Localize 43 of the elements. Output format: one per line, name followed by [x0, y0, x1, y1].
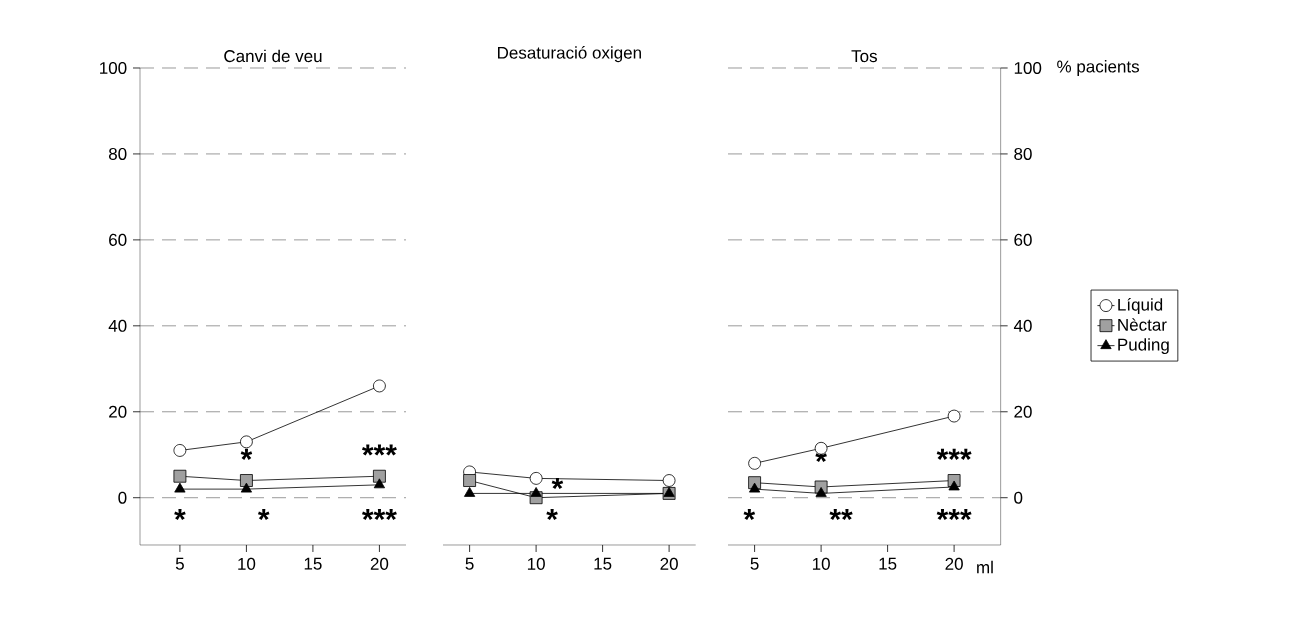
y-tick-label: 100: [1014, 61, 1042, 75]
y-tick-label: 80: [1014, 147, 1032, 160]
y-tick-label: 60: [1014, 233, 1032, 246]
y-axis-title: % pacients: [1057, 60, 1140, 76]
annotation: *: [174, 508, 186, 521]
x-tick-label: 20: [370, 557, 389, 570]
x-tick-label: 20: [660, 557, 678, 570]
y-tick-label: 40: [1013, 319, 1032, 332]
y-tick-label: 40: [108, 319, 127, 332]
annotation: **: [829, 508, 853, 521]
chart-title: Tos: [851, 50, 877, 63]
legend-label: Líquid: [1118, 298, 1163, 315]
y-tick-label: 0: [118, 491, 127, 504]
x-tick-label: 15: [594, 557, 612, 570]
annotation: *: [257, 508, 270, 521]
x-tick-label: 10: [238, 557, 256, 570]
x-axis-title: ml: [977, 560, 993, 574]
y-tick-label: 20: [1014, 405, 1032, 418]
x-tick-label: 10: [527, 557, 545, 570]
annotation: ***: [361, 508, 397, 521]
annotation: ***: [936, 448, 972, 460]
annotation: *: [551, 477, 564, 490]
y-tick-label: 80: [108, 147, 127, 160]
x-tick-label: 15: [304, 557, 322, 570]
annotation: ***: [936, 508, 972, 521]
annotation: ***: [361, 444, 397, 456]
y-tick-label: 20: [109, 405, 127, 418]
y-tick-label: 60: [109, 233, 127, 246]
x-tick-label: 20: [945, 557, 963, 570]
x-tick-label: 5: [465, 557, 474, 570]
annotation: *: [743, 508, 756, 521]
x-tick-label: 5: [750, 557, 759, 570]
x-tick-label: 5: [175, 557, 184, 570]
y-tick-label: 0: [1014, 491, 1023, 504]
legend-label: Nèctar: [1118, 318, 1167, 331]
annotation: *: [240, 448, 253, 460]
annotation: *: [546, 508, 558, 521]
legend-label: Puding: [1118, 338, 1169, 355]
x-tick-label: 10: [812, 557, 830, 570]
chart-title: Canvi de veu: [224, 49, 322, 63]
chart-title: Desaturació oxigen: [497, 46, 641, 63]
y-tick-label: 100: [100, 61, 127, 75]
x-tick-label: 15: [879, 557, 897, 570]
